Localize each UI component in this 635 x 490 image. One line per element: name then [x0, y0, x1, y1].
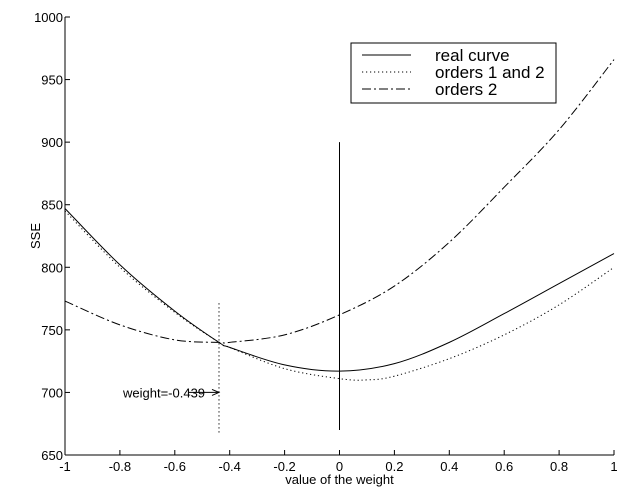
legend-entry-orders-2: orders 2 [362, 80, 497, 99]
x-tick-label: -0.2 [273, 459, 295, 474]
weight-annotation-label: weight=-0.439 [122, 385, 205, 400]
series-lines [64, 59, 615, 381]
x-tick-label: 0 [336, 459, 343, 474]
y-ticks: 650 700 750 800 850 900 950 1000 [34, 10, 70, 463]
x-tick-label: 0.8 [550, 459, 568, 474]
vertical-markers [218, 142, 340, 433]
y-tick-label: 700 [41, 385, 63, 400]
y-tick-label: 1000 [34, 10, 63, 25]
legend-label-orders-1-and-2: orders 1 and 2 [435, 63, 545, 82]
x-axis-label: value of the weight [285, 472, 394, 487]
y-tick-label: 650 [41, 448, 63, 463]
series-line-real-curve [64, 208, 615, 372]
legend-label-real-curve: real curve [435, 46, 510, 65]
y-tick-label: 750 [41, 323, 63, 338]
y-tick-label: 850 [41, 198, 63, 213]
legend-entry-orders-1-and-2: orders 1 and 2 [362, 63, 545, 82]
y-tick-label: 950 [41, 73, 63, 88]
x-tick-label: 0.6 [495, 459, 513, 474]
legend: real curve orders 1 and 2 orders 2 [350, 42, 557, 104]
legend-label-orders-2: orders 2 [435, 80, 497, 99]
x-tick-label: 0.4 [440, 459, 458, 474]
legend-box [350, 42, 557, 104]
x-tick-label: -1 [59, 459, 71, 474]
y-tick-label: 800 [41, 260, 63, 275]
legend-entry-real-curve: real curve [362, 46, 510, 65]
x-tick-label: 0.2 [385, 459, 403, 474]
y-axis-label: SSE [28, 223, 43, 249]
x-tick-label: -0.4 [218, 459, 240, 474]
y-tick-label: 900 [41, 135, 63, 150]
x-ticks: -1 -0.8 -0.6 -0.4 -0.2 0 0.2 0.4 0.6 0.8 1 [59, 450, 618, 474]
x-tick-label: -0.6 [164, 459, 186, 474]
x-tick-label: -0.8 [109, 459, 131, 474]
weight-annotation-arrowhead [211, 388, 221, 396]
annotations: weight=-0.439 [122, 385, 221, 400]
series-line-orders-2 [64, 59, 615, 344]
x-tick-label: 1 [610, 459, 617, 474]
